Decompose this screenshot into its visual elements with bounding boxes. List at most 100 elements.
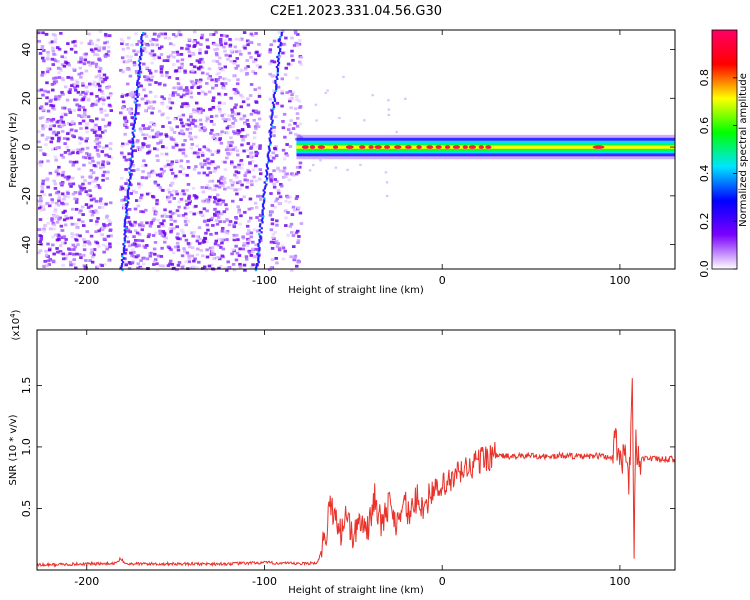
spectrogram-cell (130, 253, 134, 257)
spectrogram-cell (72, 248, 76, 251)
spectrogram-cell (181, 143, 185, 147)
spectrogram-cell (55, 191, 59, 195)
spectrogram-cell (101, 96, 105, 100)
spectrogram-cell (247, 239, 252, 242)
spectrogram-cell (222, 102, 226, 105)
spectrogram-cell (234, 66, 238, 70)
spectrogram-cell (63, 85, 68, 89)
spectrogram-cell (168, 93, 173, 97)
spectrogram-streak-cell (133, 121, 136, 124)
spectrogram-cell (324, 91, 328, 95)
spectrogram-cell (225, 238, 229, 241)
spectrogram-cell (224, 118, 228, 122)
spectrogram-cell (207, 186, 212, 190)
spectrogram-cell (102, 250, 106, 254)
spectrogram-cell (298, 211, 303, 215)
spectrogram-x-ticks: -200 -100 0 100 (74, 30, 630, 287)
spectrogram-cell (120, 106, 125, 110)
spectrogram-cell (238, 247, 242, 251)
spectrogram-cell (147, 144, 151, 148)
spectrogram-cell (387, 108, 391, 111)
spectrogram-cell (189, 63, 194, 66)
spectrogram-cell (198, 58, 203, 61)
spectrogram-cell (97, 49, 101, 52)
spectrogram-cell (191, 118, 196, 122)
spectrogram-cell (241, 100, 246, 104)
spectrogram-cell (227, 114, 231, 117)
spectrogram-cell (242, 263, 247, 267)
spectrogram-cell (211, 136, 216, 139)
spectrogram-cell (78, 136, 82, 140)
spectrogram-cell (168, 227, 172, 230)
spectrogram-cell (180, 121, 184, 125)
spectrogram-cell (121, 47, 126, 51)
spectrogram-cell (223, 168, 228, 171)
y-tick-label: 1.5 (20, 377, 33, 395)
spectrogram-cell (185, 43, 190, 47)
spectrogram-cell (108, 221, 113, 225)
spectrogram-cell (246, 168, 250, 172)
spectrogram-cell (141, 170, 145, 173)
spectrogram-cell (205, 240, 209, 243)
spectrogram-cell (66, 137, 70, 141)
spectrogram-streak-cell (276, 69, 279, 73)
spectrogram-cell (234, 103, 238, 107)
spectrogram-cell (51, 33, 56, 36)
spectrogram-cell (189, 121, 194, 125)
spectrogram-cell (79, 186, 83, 190)
spectrogram-cell (142, 32, 147, 36)
spectrogram-cell (172, 176, 177, 180)
spectrogram-cell (88, 175, 92, 179)
spectrogram-cell (275, 245, 280, 248)
spectrogram-cell (193, 30, 197, 34)
spectrogram-cell (162, 169, 166, 173)
spectrogram-cell (192, 167, 197, 171)
spectrogram-cell (131, 248, 135, 252)
spectrogram-cell (250, 183, 254, 187)
spectrogram-cell (64, 61, 68, 65)
spectrogram-cell (167, 97, 172, 101)
spectrogram-cell (53, 210, 57, 214)
spectrogram-cell (213, 242, 218, 246)
spectrogram-cell (152, 171, 156, 175)
spectrogram-cell (216, 256, 220, 259)
spectrogram-cell (166, 264, 171, 268)
spectrogram-cell (288, 225, 293, 228)
spectrogram-cell (97, 69, 102, 73)
spectrogram-cell (244, 171, 249, 175)
spectrogram-cell (85, 230, 90, 233)
spectrogram-cell (159, 70, 164, 74)
spectrogram-cell (46, 185, 50, 189)
spectrogram-cell (120, 144, 124, 148)
spectrogram-cell (153, 95, 158, 98)
spectrogram-cell (223, 187, 227, 191)
spectrogram-peak (592, 145, 605, 149)
spectrogram-cell (94, 47, 98, 51)
spectrogram-streak-cell (129, 175, 132, 178)
spectrogram-cell (39, 88, 44, 92)
spectrogram-cell (63, 241, 67, 245)
spectrogram-streak-cell (127, 185, 130, 188)
spectrogram-cell (206, 228, 210, 232)
spectrogram-cell (243, 178, 247, 182)
spectrogram-streak-cell (135, 103, 138, 106)
spectrogram-cell (201, 108, 206, 112)
spectrogram-streak-cell (280, 31, 283, 35)
spectrogram-cell (233, 131, 237, 135)
spectrogram-cell (52, 107, 57, 111)
spectrogram-cell (60, 241, 65, 245)
spectrogram-cell (169, 248, 173, 252)
spectrogram-streak-cell (260, 219, 264, 222)
spectrogram-streak-cell (133, 113, 137, 116)
spectrogram-cell (39, 205, 44, 208)
spectrogram-streak-cell (257, 245, 260, 248)
spectrogram-cell (226, 260, 230, 264)
spectrogram-cell (236, 238, 240, 242)
spectrogram-cell (210, 128, 214, 132)
spectrogram-cell (71, 163, 76, 167)
spectrogram-cell (140, 176, 145, 179)
spectrogram-cell (299, 55, 304, 59)
spectrogram-cell (235, 251, 240, 255)
spectrogram-cell (50, 198, 54, 202)
spectrogram-cell (137, 199, 142, 202)
